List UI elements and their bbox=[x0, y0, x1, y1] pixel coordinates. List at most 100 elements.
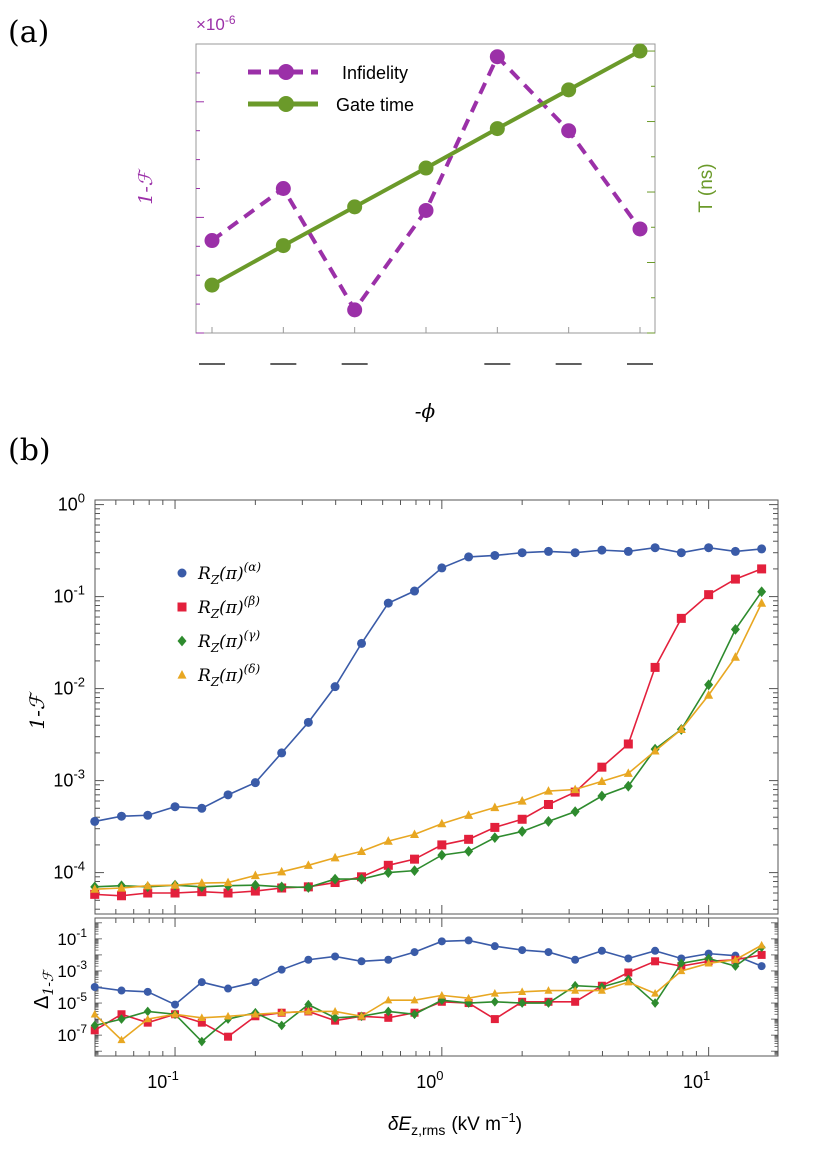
b-bottom-point-2 bbox=[571, 980, 580, 991]
b-top-point-1 bbox=[437, 840, 447, 850]
b-top-point-1 bbox=[597, 762, 607, 772]
a-series-point-1 bbox=[418, 160, 434, 176]
b-bottom-point-1 bbox=[90, 1026, 99, 1035]
chart-b-top-frame bbox=[94, 499, 779, 915]
b-bottom-point-3 bbox=[410, 995, 419, 1004]
chart-b: 10-1 100 10110010-110-210-310-410-110-310-… bbox=[25, 491, 779, 1138]
b-bottom-point-0 bbox=[224, 984, 233, 993]
b-top-point-3 bbox=[517, 796, 527, 805]
b-top-point-0 bbox=[676, 548, 686, 558]
b-bottom-point-2 bbox=[143, 1006, 152, 1017]
b-x-tick-label: 100 bbox=[416, 1068, 443, 1092]
b-top-point-1 bbox=[143, 888, 153, 898]
b-legend-part: Z bbox=[210, 675, 220, 689]
a-series-point-0 bbox=[632, 221, 648, 237]
b-bottom-point-0 bbox=[277, 965, 286, 974]
b-top-point-0 bbox=[330, 682, 340, 692]
b-top-point-1 bbox=[650, 662, 660, 672]
b-bottom-point-3 bbox=[143, 1014, 152, 1023]
b-bottom-point-3 bbox=[731, 955, 740, 963]
b-bottom-point-0 bbox=[571, 955, 580, 964]
b-legend-part: (β) bbox=[244, 594, 261, 608]
b-legend-marker-3 bbox=[177, 670, 187, 679]
b-top-point-2 bbox=[757, 586, 767, 598]
b-bottom-point-2 bbox=[518, 998, 527, 1008]
b-top-y-tick-exp: -2 bbox=[73, 675, 85, 690]
b-legend-part: (π) bbox=[219, 598, 243, 618]
b-top-point-0 bbox=[730, 546, 740, 556]
b-bottom-point-0 bbox=[757, 962, 766, 971]
b-top-point-0 bbox=[517, 548, 527, 558]
b-top-point-0 bbox=[704, 543, 714, 553]
b-bottom-point-3 bbox=[304, 1007, 313, 1015]
chart-a-ylabel-right: T (ns) bbox=[696, 163, 717, 212]
b-legend-part: (α) bbox=[244, 560, 262, 574]
b-legend-part: R bbox=[197, 666, 211, 686]
a-series-point-0 bbox=[489, 49, 505, 65]
b-top-point-2 bbox=[437, 849, 447, 861]
b-bottom-line-0 bbox=[94, 939, 762, 1006]
a-series-point-1 bbox=[347, 199, 363, 215]
b-bottom-point-0 bbox=[304, 955, 313, 964]
b-top-y-tick-label: 100 bbox=[58, 491, 85, 515]
b-bottom-line-3 bbox=[94, 944, 763, 1042]
b-top-point-2 bbox=[330, 873, 340, 885]
b-top-point-0 bbox=[143, 810, 153, 820]
b-bottom-point-3 bbox=[544, 986, 553, 994]
a-series-point-0 bbox=[418, 202, 434, 218]
b-bottom-point-2 bbox=[304, 999, 313, 1010]
legend-gatetime-label: Gate time bbox=[336, 95, 414, 115]
a-series-point-1 bbox=[204, 277, 220, 293]
b-top-point-0 bbox=[303, 717, 313, 727]
b-legend-part: (π) bbox=[219, 564, 243, 584]
b-bottom-point-0 bbox=[197, 978, 206, 987]
b-bottom-y-tick-exp: -1 bbox=[76, 926, 87, 940]
b-top-point-3 bbox=[490, 802, 500, 812]
b-bottom-y-tick-label: 10-3 bbox=[57, 958, 87, 981]
a-series-point-0 bbox=[347, 302, 363, 318]
b-top-point-1 bbox=[623, 739, 633, 749]
b-top-point-3 bbox=[704, 690, 714, 699]
b-bottom-point-3 bbox=[197, 1013, 206, 1022]
b-top-point-1 bbox=[730, 574, 740, 584]
b-legend-part: (π) bbox=[219, 666, 243, 686]
b-bottom-point-2 bbox=[384, 1006, 393, 1017]
b-x-tick-label: 101 bbox=[683, 1068, 710, 1092]
b-top-point-3 bbox=[303, 860, 313, 869]
b-bottom-point-2 bbox=[731, 961, 740, 971]
b-top-point-2 bbox=[250, 879, 260, 891]
b-legend-part: Z bbox=[210, 573, 220, 587]
chart-a-legend: Infidelity Gate time bbox=[248, 63, 414, 115]
b-top-point-2 bbox=[597, 790, 607, 802]
b-top-point-1 bbox=[383, 860, 393, 870]
b-bottom-point-1 bbox=[384, 1013, 393, 1022]
b-x-tick-base: 10 bbox=[147, 1072, 167, 1092]
b-top-y-tick-base: 10 bbox=[53, 587, 73, 607]
b-bottom-line-1 bbox=[94, 954, 762, 1038]
a-series-point-0 bbox=[561, 123, 577, 139]
b-bottom-point-1 bbox=[197, 1018, 206, 1027]
b-bottom-point-0 bbox=[117, 986, 126, 995]
b-legend-marker-0 bbox=[177, 568, 187, 578]
b-bottom-point-0 bbox=[171, 1000, 180, 1009]
b-bottom-point-0 bbox=[464, 936, 473, 945]
b-legend-part: R bbox=[197, 564, 211, 584]
b-top-point-1 bbox=[90, 889, 100, 899]
b-x-tick-label: 10-1 bbox=[147, 1068, 179, 1092]
a-series-point-0 bbox=[204, 233, 220, 249]
b-top-point-0 bbox=[623, 546, 633, 556]
b-top-point-0 bbox=[597, 545, 607, 555]
chart-a-series bbox=[204, 43, 648, 318]
b-top-point-0 bbox=[410, 586, 420, 596]
b-bottom-point-3 bbox=[490, 988, 499, 997]
chart-b-bottom-ylabel: Δ1-ℱ bbox=[31, 968, 57, 1009]
b-top-point-0 bbox=[757, 544, 767, 554]
b-top-point-0 bbox=[464, 552, 474, 562]
b-bottom-y-tick-exp: -7 bbox=[76, 1022, 87, 1036]
b-bottom-point-0 bbox=[410, 948, 419, 957]
b-bottom-point-2 bbox=[544, 998, 553, 1008]
b-bottom-point-3 bbox=[171, 1009, 180, 1018]
b-bottom-point-0 bbox=[597, 946, 606, 955]
panel-label-b: (b) bbox=[8, 433, 51, 468]
